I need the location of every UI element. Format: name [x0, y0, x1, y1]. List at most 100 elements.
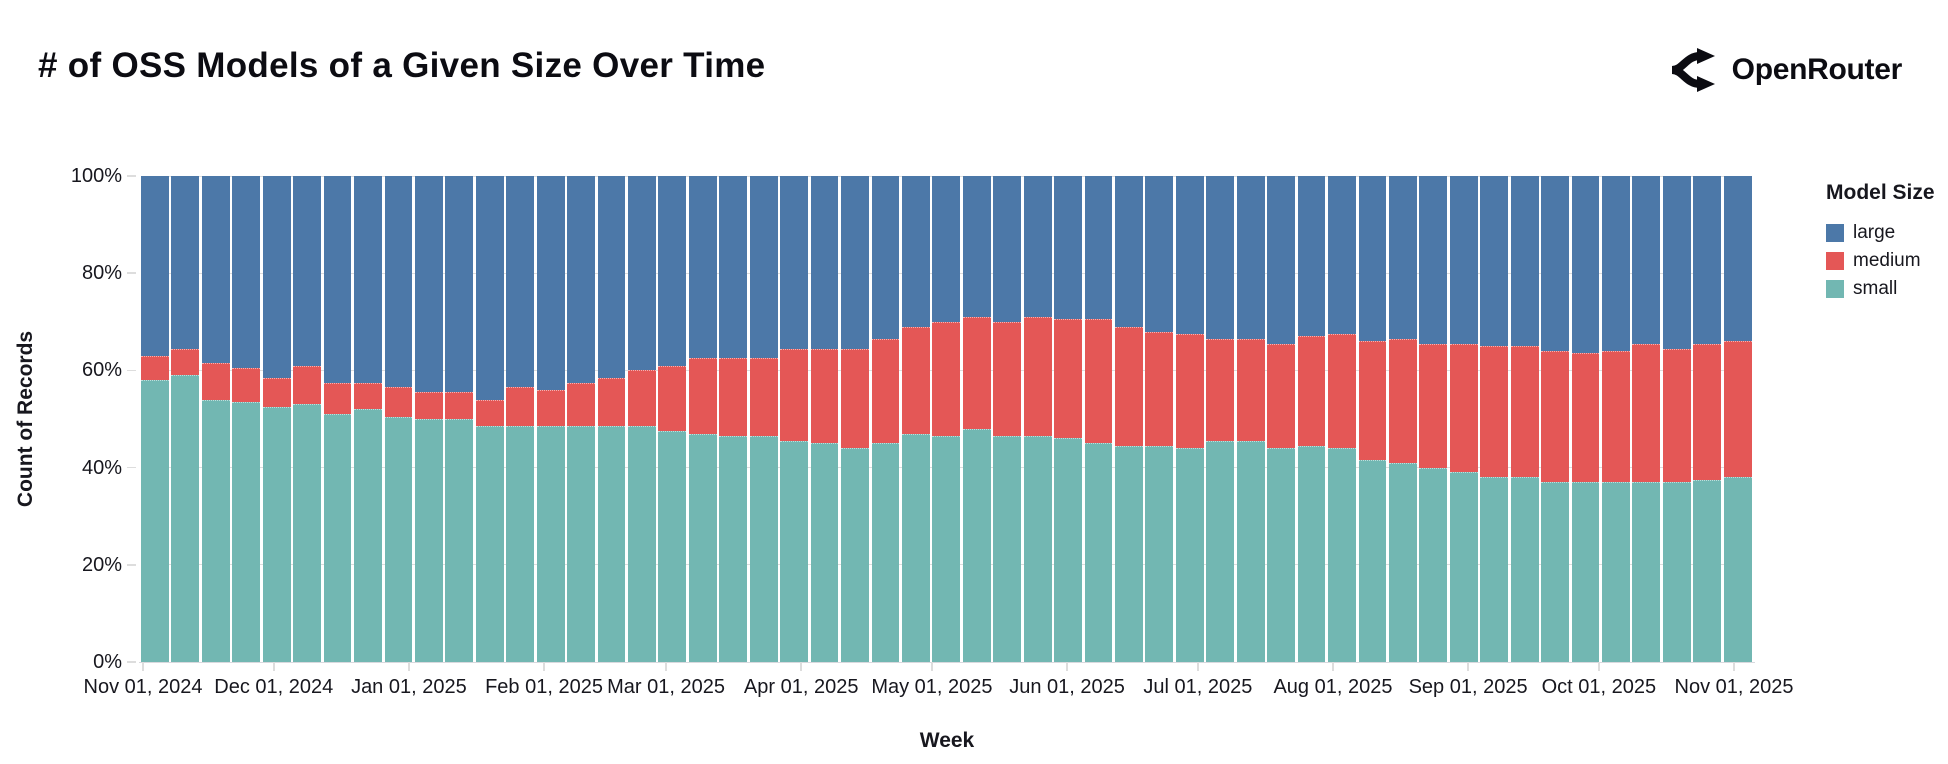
bar — [1236, 176, 1265, 662]
bar-segment-medium — [323, 382, 352, 415]
x-tick-label: Dec 01, 2024 — [214, 676, 334, 698]
bar-segment-large — [1358, 176, 1387, 342]
bar-segment-medium — [141, 355, 169, 381]
bar — [1723, 176, 1752, 662]
bar-segment-large — [1662, 176, 1691, 349]
bar-segment-small — [201, 399, 230, 662]
bar — [658, 176, 687, 662]
bar-segment-large — [993, 176, 1022, 322]
bar-segment-large — [536, 176, 565, 390]
bar-segment-medium — [1632, 343, 1661, 483]
y-tick-label: 60% — [81, 359, 122, 382]
bar — [1297, 176, 1326, 662]
bar-segment-medium — [688, 358, 717, 434]
bar-segment-small — [871, 443, 900, 662]
bar-segment-large — [719, 176, 748, 359]
legend-label-medium: medium — [1853, 250, 1921, 271]
bar-segment-large — [171, 176, 200, 349]
bar-segment-medium — [993, 321, 1022, 436]
bar-segment-small — [1206, 440, 1235, 662]
bar-segment-medium — [901, 326, 930, 434]
bar — [1388, 176, 1417, 662]
x-tick-mark — [665, 662, 667, 671]
bar — [1449, 176, 1478, 662]
bar-segment-small — [1632, 482, 1661, 662]
bar — [901, 176, 930, 662]
bar-segment-medium — [1054, 319, 1082, 439]
x-tick-label: Nov 01, 2025 — [1674, 676, 1794, 698]
bar-segment-small — [1328, 448, 1356, 662]
x-tick-mark — [931, 662, 933, 671]
legend-title: Model Size — [1826, 181, 1935, 204]
bar-segment-large — [1328, 176, 1356, 334]
bar-segment-large — [1115, 176, 1143, 327]
bar-segment-medium — [1267, 343, 1296, 449]
x-tick-label: Feb 01, 2025 — [485, 676, 603, 698]
x-tick-label: Jan 01, 2025 — [351, 676, 467, 698]
x-tick-mark — [408, 662, 410, 671]
brand-logo: OpenRouter — [1670, 44, 1902, 96]
bar — [475, 176, 504, 662]
bar-segment-medium — [1175, 333, 1204, 449]
bar-segment-medium — [171, 348, 200, 376]
bar-segment-small — [1510, 477, 1539, 662]
bar-segment-small — [1023, 436, 1052, 662]
bar-segment-small — [1236, 440, 1265, 662]
bar-segment-large — [1054, 176, 1082, 320]
bar — [1419, 176, 1448, 662]
bar-segment-small — [1662, 482, 1691, 662]
bar — [445, 176, 474, 662]
bar-segment-large — [810, 176, 839, 349]
bar-segment-large — [1480, 176, 1509, 347]
legend-swatch-large — [1826, 224, 1844, 242]
bar-segment-large — [1693, 176, 1722, 344]
bar-segment-medium — [1358, 341, 1387, 461]
bar — [780, 176, 809, 662]
x-tick-label: Jun 01, 2025 — [1009, 676, 1125, 698]
bar — [1145, 176, 1174, 662]
x-tick-mark — [1197, 662, 1199, 671]
bar — [323, 176, 352, 662]
bar-segment-large — [841, 176, 869, 349]
bar-segment-small — [901, 433, 930, 662]
legend-entry-small: small — [1826, 278, 1935, 299]
bar — [1267, 176, 1296, 662]
bar-segment-small — [141, 380, 169, 662]
bar — [1054, 176, 1082, 662]
bar — [1693, 176, 1722, 662]
bar — [414, 176, 443, 662]
bar-segment-small — [1267, 448, 1296, 662]
bar-segment-large — [688, 176, 717, 359]
bar-segment-large — [1297, 176, 1326, 337]
x-tick-label: May 01, 2025 — [871, 676, 993, 698]
bar-segment-large — [201, 176, 230, 364]
bar-segment-medium — [628, 370, 656, 427]
x-tick-mark — [1467, 662, 1469, 671]
bar-segment-small — [688, 433, 717, 662]
x-tick-mark — [273, 662, 275, 671]
bar-segment-medium — [1541, 350, 1569, 483]
bar-segment-large — [932, 176, 961, 322]
legend-label-large: large — [1853, 222, 1896, 243]
bar-segment-large — [1510, 176, 1539, 347]
bar-segment-large — [901, 176, 930, 327]
bar-segment-small — [1388, 462, 1417, 662]
legend-swatch-small — [1826, 280, 1844, 298]
bar-segment-medium — [1145, 331, 1174, 446]
brand-name: OpenRouter — [1731, 53, 1903, 86]
bar-segment-small — [1693, 479, 1722, 662]
bar-segment-large — [506, 176, 535, 388]
bar — [962, 176, 991, 662]
bar-segment-large — [475, 176, 504, 400]
bar-segment-large — [262, 176, 291, 378]
bar — [1571, 176, 1600, 662]
bar-segment-medium — [749, 358, 778, 436]
bar — [719, 176, 748, 662]
bar-segment-medium — [1236, 338, 1265, 441]
bar-segment-large — [658, 176, 687, 366]
bar — [536, 176, 565, 662]
bar — [1632, 176, 1661, 662]
bar-segment-medium — [1723, 341, 1752, 478]
bar-segment-medium — [384, 387, 413, 417]
bar-segment-large — [1145, 176, 1174, 332]
